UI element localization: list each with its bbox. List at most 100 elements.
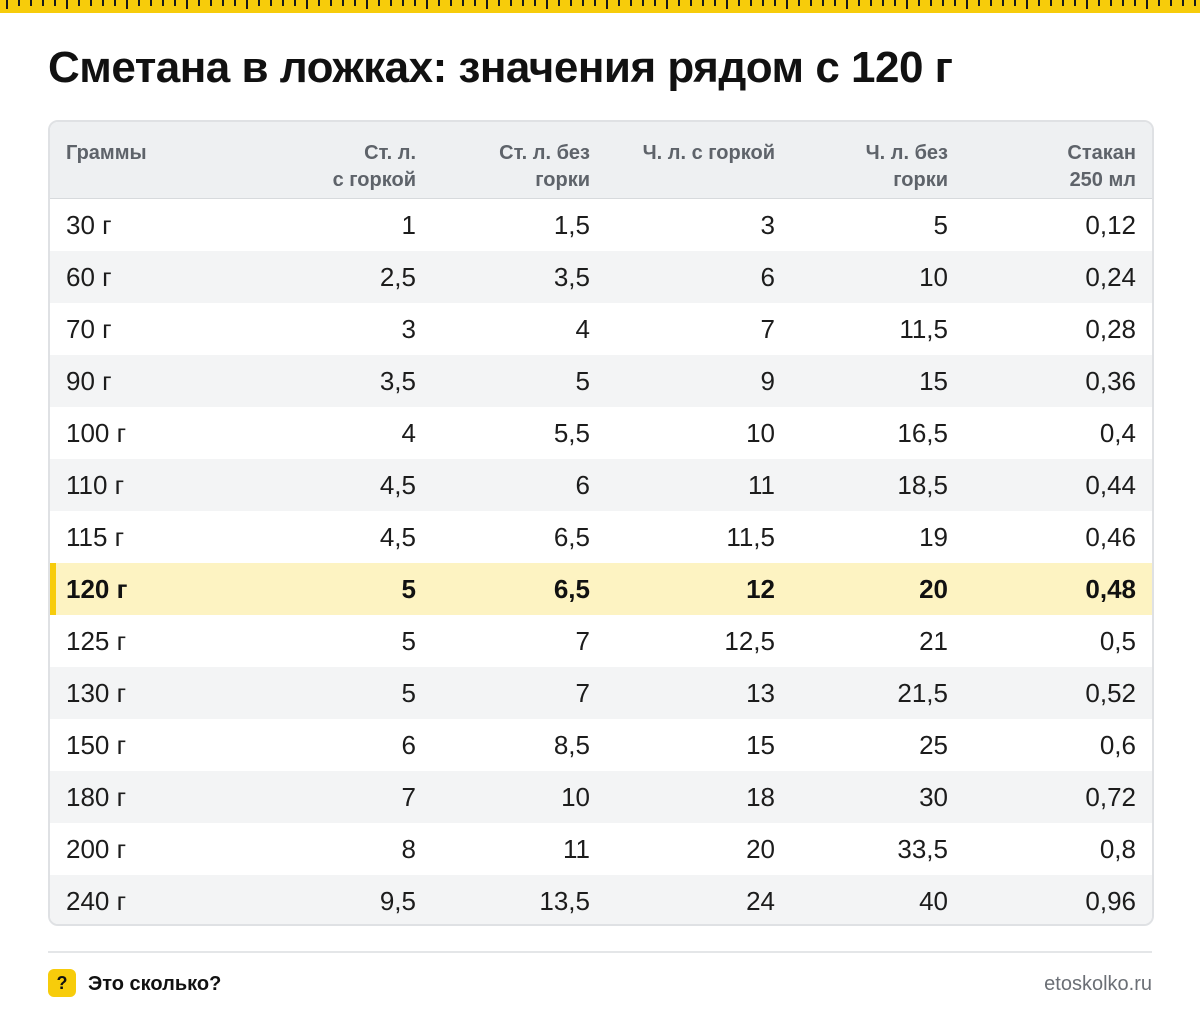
header-grams: Граммы xyxy=(66,142,147,164)
cell-tsp-heaped: 6 xyxy=(760,262,775,292)
cell-tsp-level: 21 xyxy=(919,626,948,656)
cell-tbsp-heaped: 5 xyxy=(401,678,416,708)
ruler-tick xyxy=(594,0,596,6)
ruler-tick xyxy=(270,0,272,6)
cell-tsp-level: 10 xyxy=(919,262,948,292)
cell-tbsp-level: 4 xyxy=(575,314,590,344)
cell-tbsp-level: 11 xyxy=(563,834,590,864)
table-row: 110 г 4,5 6 11 18,5 0,44 xyxy=(50,459,1152,511)
brand-logo-icon: ? xyxy=(48,969,76,997)
cell-tbsp-heaped: 4,5 xyxy=(379,470,416,500)
ruler-tick xyxy=(390,0,392,6)
table-body: 30 г 1 1,5 3 5 0,12 60 г 2,5 3,5 6 10 0,24 70 г 3 4 7 11… xyxy=(50,199,1152,924)
cell-glass: 0,4 xyxy=(1099,418,1136,448)
ruler-tick xyxy=(570,0,572,6)
cell-tsp-heaped: 15 xyxy=(746,730,775,760)
cell-tbsp-level: 10 xyxy=(561,782,590,812)
ruler-tick xyxy=(486,0,488,9)
ruler-tick xyxy=(150,0,152,6)
ruler-tick xyxy=(18,0,20,6)
cell-glass: 0,12 xyxy=(1085,210,1136,240)
ruler-tick xyxy=(1038,0,1040,6)
brand-name: Это сколько? xyxy=(88,973,222,995)
ruler-tick xyxy=(1074,0,1076,6)
cell-tsp-level: 30 xyxy=(919,782,948,812)
conversion-table: Граммы Ст. л. с горкой Ст. л. без горки … xyxy=(48,120,1154,926)
ruler-tick xyxy=(1146,0,1148,9)
cell-glass: 0,44 xyxy=(1085,470,1136,500)
cell-tsp-level: 19 xyxy=(919,522,948,552)
cell-tbsp-heaped: 8 xyxy=(401,834,416,864)
cell-tbsp-level: 7 xyxy=(575,626,590,656)
ruler-tick xyxy=(90,0,92,6)
cell-tsp-heaped: 20 xyxy=(746,834,775,864)
ruler-tick xyxy=(990,0,992,6)
cell-tsp-heaped: 9 xyxy=(760,366,775,396)
ruler-tick xyxy=(1110,0,1112,6)
cell-tsp-heaped: 7 xyxy=(760,314,775,344)
ruler-tick xyxy=(918,0,920,6)
cell-glass: 0,5 xyxy=(1099,626,1136,656)
cell-grams: 60 г xyxy=(66,262,112,292)
cell-tsp-level: 20 xyxy=(919,574,948,604)
ruler-tick xyxy=(354,0,356,6)
site-link[interactable]: etoskolko.ru xyxy=(1044,973,1152,995)
cell-tsp-level: 33,5 xyxy=(897,834,948,864)
cell-tsp-level: 25 xyxy=(919,730,948,760)
header-tbsp-level: Ст. л. без горки xyxy=(499,142,590,191)
table-row-highlighted: 120 г 5 6,5 12 20 0,48 xyxy=(50,563,1152,615)
ruler-tick xyxy=(414,0,416,6)
ruler-tick xyxy=(666,0,668,9)
cell-glass: 0,96 xyxy=(1085,886,1136,916)
header-tsp-heaped: Ч. л. с горкой xyxy=(642,142,775,164)
cell-tbsp-heaped: 5 xyxy=(401,626,416,656)
cell-tsp-heaped: 13 xyxy=(746,678,775,708)
cell-tbsp-heaped: 9,5 xyxy=(379,886,416,916)
cell-glass: 0,8 xyxy=(1099,834,1136,864)
cell-glass: 0,6 xyxy=(1099,730,1136,760)
ruler-tick xyxy=(78,0,80,6)
cell-tbsp-heaped: 3,5 xyxy=(379,366,416,396)
cell-glass: 0,52 xyxy=(1085,678,1136,708)
ruler-tick xyxy=(654,0,656,6)
table-row: 240 г 9,5 13,5 24 40 0,96 xyxy=(50,875,1152,924)
ruler-tick xyxy=(618,0,620,6)
cell-grams: 90 г xyxy=(66,366,112,396)
ruler-tick xyxy=(318,0,320,6)
ruler-tick xyxy=(42,0,44,6)
ruler-tick xyxy=(1026,0,1028,9)
table-row: 70 г 3 4 7 11,5 0,28 xyxy=(50,303,1152,355)
cell-grams: 70 г xyxy=(66,314,112,344)
ruler-tick xyxy=(102,0,104,6)
ruler-tick xyxy=(690,0,692,6)
ruler-tick xyxy=(222,0,224,6)
cell-tbsp-level: 3,5 xyxy=(553,262,590,292)
table-row: 150 г 6 8,5 15 25 0,6 xyxy=(50,719,1152,771)
ruler-tick xyxy=(246,0,248,9)
ruler-tick xyxy=(642,0,644,6)
cell-tbsp-heaped: 2,5 xyxy=(379,262,416,292)
cell-grams: 180 г xyxy=(66,782,127,812)
ruler-tick xyxy=(606,0,608,9)
cell-tsp-heaped: 11,5 xyxy=(726,522,775,552)
table-row: 60 г 2,5 3,5 6 10 0,24 xyxy=(50,251,1152,303)
ruler-tick xyxy=(762,0,764,6)
cell-glass: 0,28 xyxy=(1085,314,1136,344)
table-header: Граммы Ст. л. с горкой Ст. л. без горки … xyxy=(50,122,1152,199)
cell-tsp-level: 11,5 xyxy=(899,314,948,344)
table-row: 200 г 8 11 20 33,5 0,8 xyxy=(50,823,1152,875)
cell-glass: 0,36 xyxy=(1085,366,1136,396)
header-tbsp-heaped: Ст. л. с горкой xyxy=(332,142,416,191)
ruler-tick xyxy=(1014,0,1016,6)
cell-tbsp-level: 5 xyxy=(575,366,590,396)
ruler-tick xyxy=(978,0,980,6)
ruler-tick xyxy=(1086,0,1088,9)
ruler-tick xyxy=(1050,0,1052,6)
cell-tsp-heaped: 18 xyxy=(746,782,775,812)
header-tsp-level: Ч. л. без горки xyxy=(865,142,948,191)
ruler-tick xyxy=(930,0,932,6)
cell-tsp-heaped: 11 xyxy=(748,470,775,500)
cell-tbsp-heaped: 6 xyxy=(401,730,416,760)
ruler-tick xyxy=(858,0,860,6)
cell-grams: 150 г xyxy=(66,730,127,760)
